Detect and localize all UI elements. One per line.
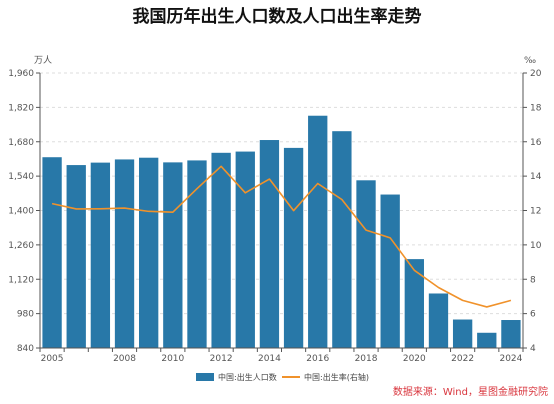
bar — [42, 157, 62, 348]
bar — [211, 152, 231, 348]
x-tick-label: 2022 — [451, 354, 474, 364]
right-tick-label: 14 — [530, 172, 542, 182]
bar — [235, 151, 255, 348]
right-tick-label: 10 — [530, 241, 542, 251]
bar — [404, 259, 424, 348]
bar — [283, 147, 304, 348]
x-tick-label: 2020 — [403, 354, 426, 364]
x-axis-ticks: 2005 2008 2010 2012 2014 2016 2018 2020 2022 2024 — [39, 348, 524, 364]
legend-label-line: 中国:出生率(右轴) — [304, 372, 369, 382]
bar — [477, 332, 497, 348]
bar — [139, 157, 159, 348]
bar — [332, 131, 352, 348]
bar — [66, 165, 86, 348]
left-tick-label: 1,960 — [8, 69, 34, 79]
bar-series — [42, 115, 521, 349]
line-series — [51, 165, 512, 308]
bar — [259, 140, 280, 348]
left-tick-label: 1,540 — [8, 172, 34, 182]
x-tick-label: 2005 — [41, 354, 64, 364]
x-tick-label: 2010 — [161, 354, 184, 364]
right-tick-label: 16 — [530, 138, 542, 148]
x-tick-label: 2012 — [210, 354, 233, 364]
right-tick-label: 6 — [530, 310, 536, 320]
bar — [90, 162, 111, 348]
right-axis-ticks: 4 6 8 10 12 14 16 18 20 — [523, 69, 542, 354]
left-tick-label: 1,400 — [8, 207, 34, 217]
legend: 中国:出生人口数 中国:出生率(右轴) — [196, 372, 369, 382]
bar — [163, 162, 183, 348]
bar — [114, 159, 135, 348]
left-tick-label: 980 — [17, 310, 34, 320]
x-tick-label: 2008 — [113, 354, 136, 364]
right-tick-label: 8 — [530, 275, 536, 285]
bar — [308, 115, 328, 349]
left-tick-label: 1,820 — [8, 103, 34, 113]
bar — [187, 160, 207, 348]
x-tick-label: 2014 — [258, 354, 281, 364]
bar — [356, 180, 376, 348]
left-tick-label: 840 — [17, 344, 34, 354]
left-axis-unit: 万人 — [34, 55, 52, 66]
x-tick-label: 2016 — [306, 354, 329, 364]
line-series-path — [51, 165, 512, 308]
x-tick-label: 2018 — [355, 354, 378, 364]
right-tick-label: 18 — [530, 103, 542, 113]
right-tick-label: 4 — [530, 344, 536, 354]
left-tick-label: 1,680 — [8, 138, 34, 148]
legend-label-bar: 中国:出生人口数 — [218, 372, 277, 382]
right-tick-label: 20 — [530, 69, 542, 79]
gridlines — [40, 72, 523, 349]
bar — [380, 194, 400, 348]
bar — [428, 293, 449, 348]
left-axis-ticks: 840 980 1,120 1,260 1,400 1,540 1,680 1,820 1,96… — [8, 69, 40, 354]
chart-title: 我国历年出生人口数及人口出生率走势 — [133, 6, 422, 27]
legend-swatch-bar — [196, 373, 214, 381]
source-note: 数据来源：Wind，星图金融研究院 — [393, 385, 548, 398]
bar — [452, 319, 473, 348]
bar — [501, 320, 521, 348]
left-tick-label: 1,120 — [8, 275, 34, 285]
left-tick-label: 1,260 — [8, 241, 34, 251]
right-tick-label: 12 — [530, 207, 541, 217]
x-tick-label: 2024 — [499, 354, 522, 364]
right-axis-unit: ‰ — [524, 56, 536, 66]
